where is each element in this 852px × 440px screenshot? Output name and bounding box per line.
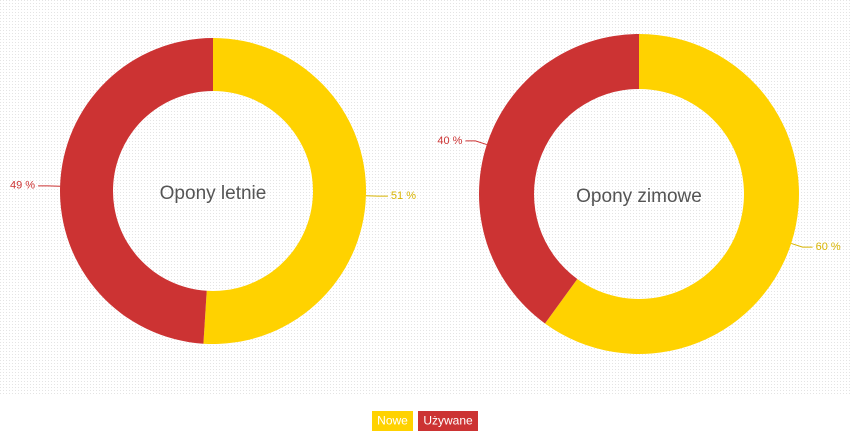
value-label: 40 %: [437, 135, 462, 147]
legend-label: Nowe: [377, 414, 408, 428]
donut-segment: [60, 38, 214, 344]
legend-label: Używane: [423, 414, 473, 428]
donut-segment: [478, 34, 639, 324]
legend-swatch: [418, 411, 478, 431]
donut-segment: [203, 38, 367, 344]
legend-swatch: [372, 411, 413, 431]
donut-segment: [544, 34, 799, 354]
value-label: 60 %: [816, 241, 841, 253]
value-label: 51 %: [391, 190, 416, 202]
label-connector: [465, 140, 487, 146]
value-label: 49 %: [10, 180, 35, 192]
chart-title: Opony zimowe: [576, 186, 702, 207]
label-connector: [791, 242, 813, 248]
chart-title: Opony letnie: [160, 183, 267, 204]
